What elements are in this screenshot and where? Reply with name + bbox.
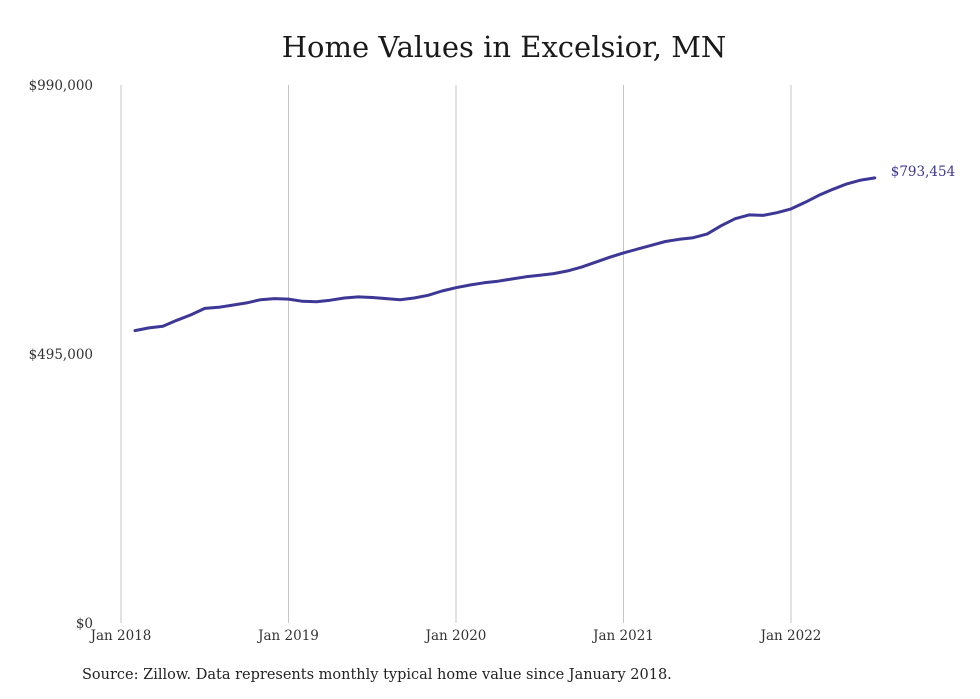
data-point xyxy=(315,300,318,303)
data-point xyxy=(650,244,653,247)
data-point xyxy=(831,188,834,191)
x-tick-label: Jan 2020 xyxy=(424,628,487,644)
data-point xyxy=(371,296,374,299)
data-point xyxy=(343,297,346,300)
data-point xyxy=(245,301,248,304)
data-point xyxy=(873,176,876,179)
data-point xyxy=(678,238,681,241)
data-point xyxy=(734,217,737,220)
data-point xyxy=(692,236,695,239)
data-point xyxy=(622,251,625,254)
data-point xyxy=(790,207,793,210)
data-point xyxy=(175,319,178,322)
data-point xyxy=(524,275,527,278)
x-tick-label: Jan 2021 xyxy=(591,628,654,644)
data-point xyxy=(845,182,848,185)
data-point xyxy=(357,295,360,298)
data-point xyxy=(427,294,430,297)
data-point xyxy=(482,281,485,284)
data-point xyxy=(762,214,765,217)
data-point xyxy=(594,261,597,264)
data-point xyxy=(496,280,499,283)
chart-title: Home Values in Excelsior, MN xyxy=(281,30,727,64)
data-point xyxy=(469,284,472,287)
data-point xyxy=(203,307,206,310)
data-point xyxy=(287,298,290,301)
gridlines xyxy=(120,85,792,623)
data-point xyxy=(329,299,332,302)
data-point xyxy=(859,179,862,182)
data-point xyxy=(566,269,569,272)
data-point xyxy=(510,278,513,281)
data-point xyxy=(441,290,444,293)
end-value-label: $793,454 xyxy=(891,164,955,180)
source-note: Source: Zillow. Data represents monthly … xyxy=(82,667,672,683)
data-point xyxy=(385,297,388,300)
data-point xyxy=(608,256,611,259)
data-point xyxy=(636,248,639,251)
data-point xyxy=(217,306,220,309)
x-tick-label: Jan 2022 xyxy=(759,628,822,644)
data-point xyxy=(189,313,192,316)
data-point xyxy=(259,298,262,301)
data-point xyxy=(552,272,555,275)
y-tick-label: $990,000 xyxy=(29,78,93,94)
data-point xyxy=(804,201,807,204)
data-point xyxy=(776,211,779,214)
data-point xyxy=(706,232,709,235)
data-point xyxy=(147,326,150,329)
data-point xyxy=(664,240,667,243)
data-point xyxy=(817,194,820,197)
x-tick-label: Jan 2019 xyxy=(256,628,319,644)
data-point xyxy=(134,329,137,332)
data-point xyxy=(301,300,304,303)
data-point xyxy=(455,286,458,289)
data-point xyxy=(748,213,751,216)
data-point xyxy=(161,325,164,328)
data-point xyxy=(720,224,723,227)
x-tick-label: Jan 2018 xyxy=(89,628,152,644)
data-point xyxy=(538,274,541,277)
series-line xyxy=(133,176,877,333)
data-point xyxy=(399,298,402,301)
y-tick-label: $0 xyxy=(76,616,93,632)
data-point xyxy=(413,297,416,300)
y-tick-label: $495,000 xyxy=(29,347,93,363)
data-point xyxy=(231,304,234,307)
series-layer xyxy=(133,176,877,333)
tick-labels: Jan 2018 Jan 2019 Jan 2020 Jan 2021 Jan 2022… xyxy=(29,78,956,644)
data-point xyxy=(580,266,583,269)
data-point xyxy=(273,297,276,300)
